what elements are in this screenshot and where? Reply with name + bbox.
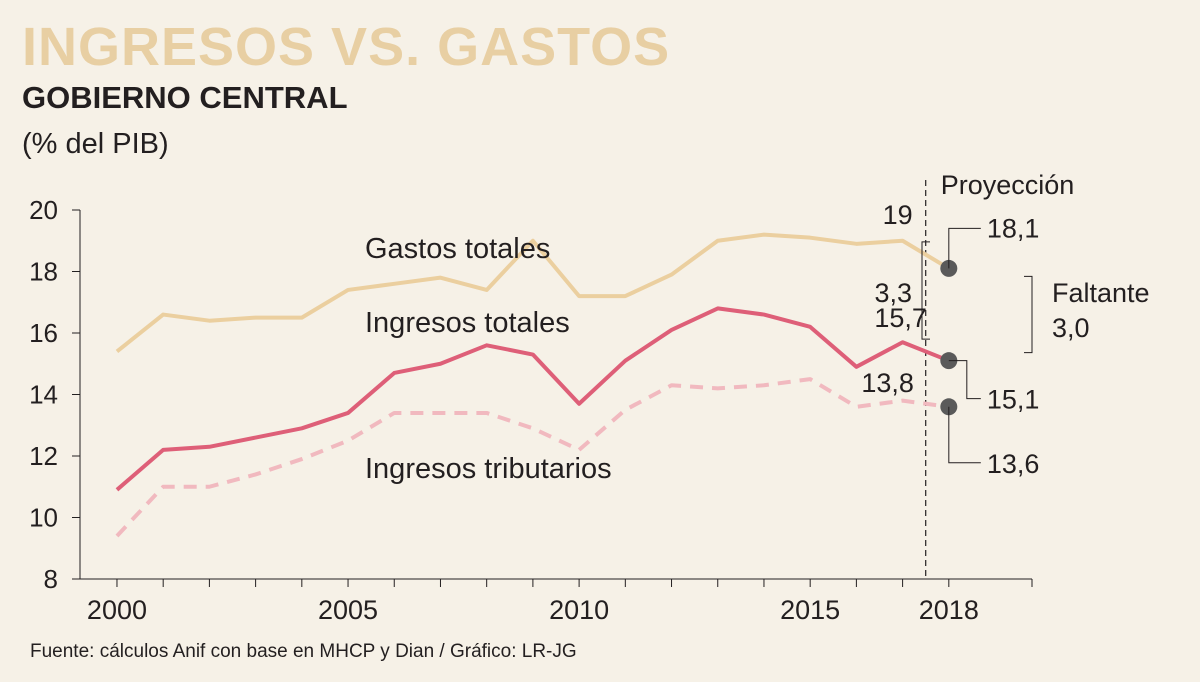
annotation-tributarios-2018: 13,6 [987, 449, 1040, 479]
annotation-gastos-2017: 19 [883, 200, 913, 230]
annotation-ingresos-2018: 15,1 [987, 385, 1040, 415]
annotation-faltante-value: 3,0 [1052, 313, 1090, 343]
gap-bracket-2017 [921, 241, 930, 340]
leader-tributarios-2018 [948, 406, 981, 464]
chart-subtitle: GOBIERNO CENTRAL [22, 80, 348, 115]
x-tick-label: 2015 [780, 595, 840, 625]
y-tick-label: 10 [29, 503, 58, 533]
series-line-3 [115, 377, 950, 538]
series-label-gastos: Gastos totales [365, 233, 550, 265]
projection-label: Proyección [941, 170, 1075, 200]
series-label-tributarios: Ingresos tributarios [365, 453, 612, 485]
y-tick-label: 18 [29, 257, 58, 287]
y-tick-label: 16 [29, 318, 58, 348]
unit-label: (% del PIB) [22, 128, 169, 160]
chart-title: INGRESOS VS. GASTOS [22, 17, 671, 77]
y-tick-label: 14 [29, 380, 58, 410]
x-tick-label: 2005 [318, 595, 378, 625]
leader-ingresos-2018 [948, 360, 981, 400]
series-label-ingresos: Ingresos totales [365, 307, 570, 339]
leader-gastos-2018 [948, 227, 981, 269]
y-tick-label: 12 [29, 441, 58, 471]
source-note: Fuente: cálculos Anif con base en MHCP y… [30, 641, 577, 662]
annotation-ingresos-2017: 15,7 [874, 303, 927, 333]
series-line-1 [115, 232, 950, 354]
faltante-bracket-2018 [1024, 275, 1033, 354]
annotation-faltante-label: Faltante [1052, 278, 1150, 308]
x-tick-label: 2010 [549, 595, 609, 625]
series-line-2 [115, 306, 950, 492]
y-tick-label: 20 [29, 195, 58, 225]
annotation-tributarios-2017: 13,8 [861, 368, 914, 398]
annotation-gap-2017: 3,3 [874, 278, 912, 308]
x-tick-label: 2018 [919, 595, 979, 625]
x-tick-label: 2000 [87, 595, 147, 625]
annotation-gastos-2018: 18,1 [987, 213, 1040, 243]
y-tick-label: 8 [44, 564, 58, 594]
